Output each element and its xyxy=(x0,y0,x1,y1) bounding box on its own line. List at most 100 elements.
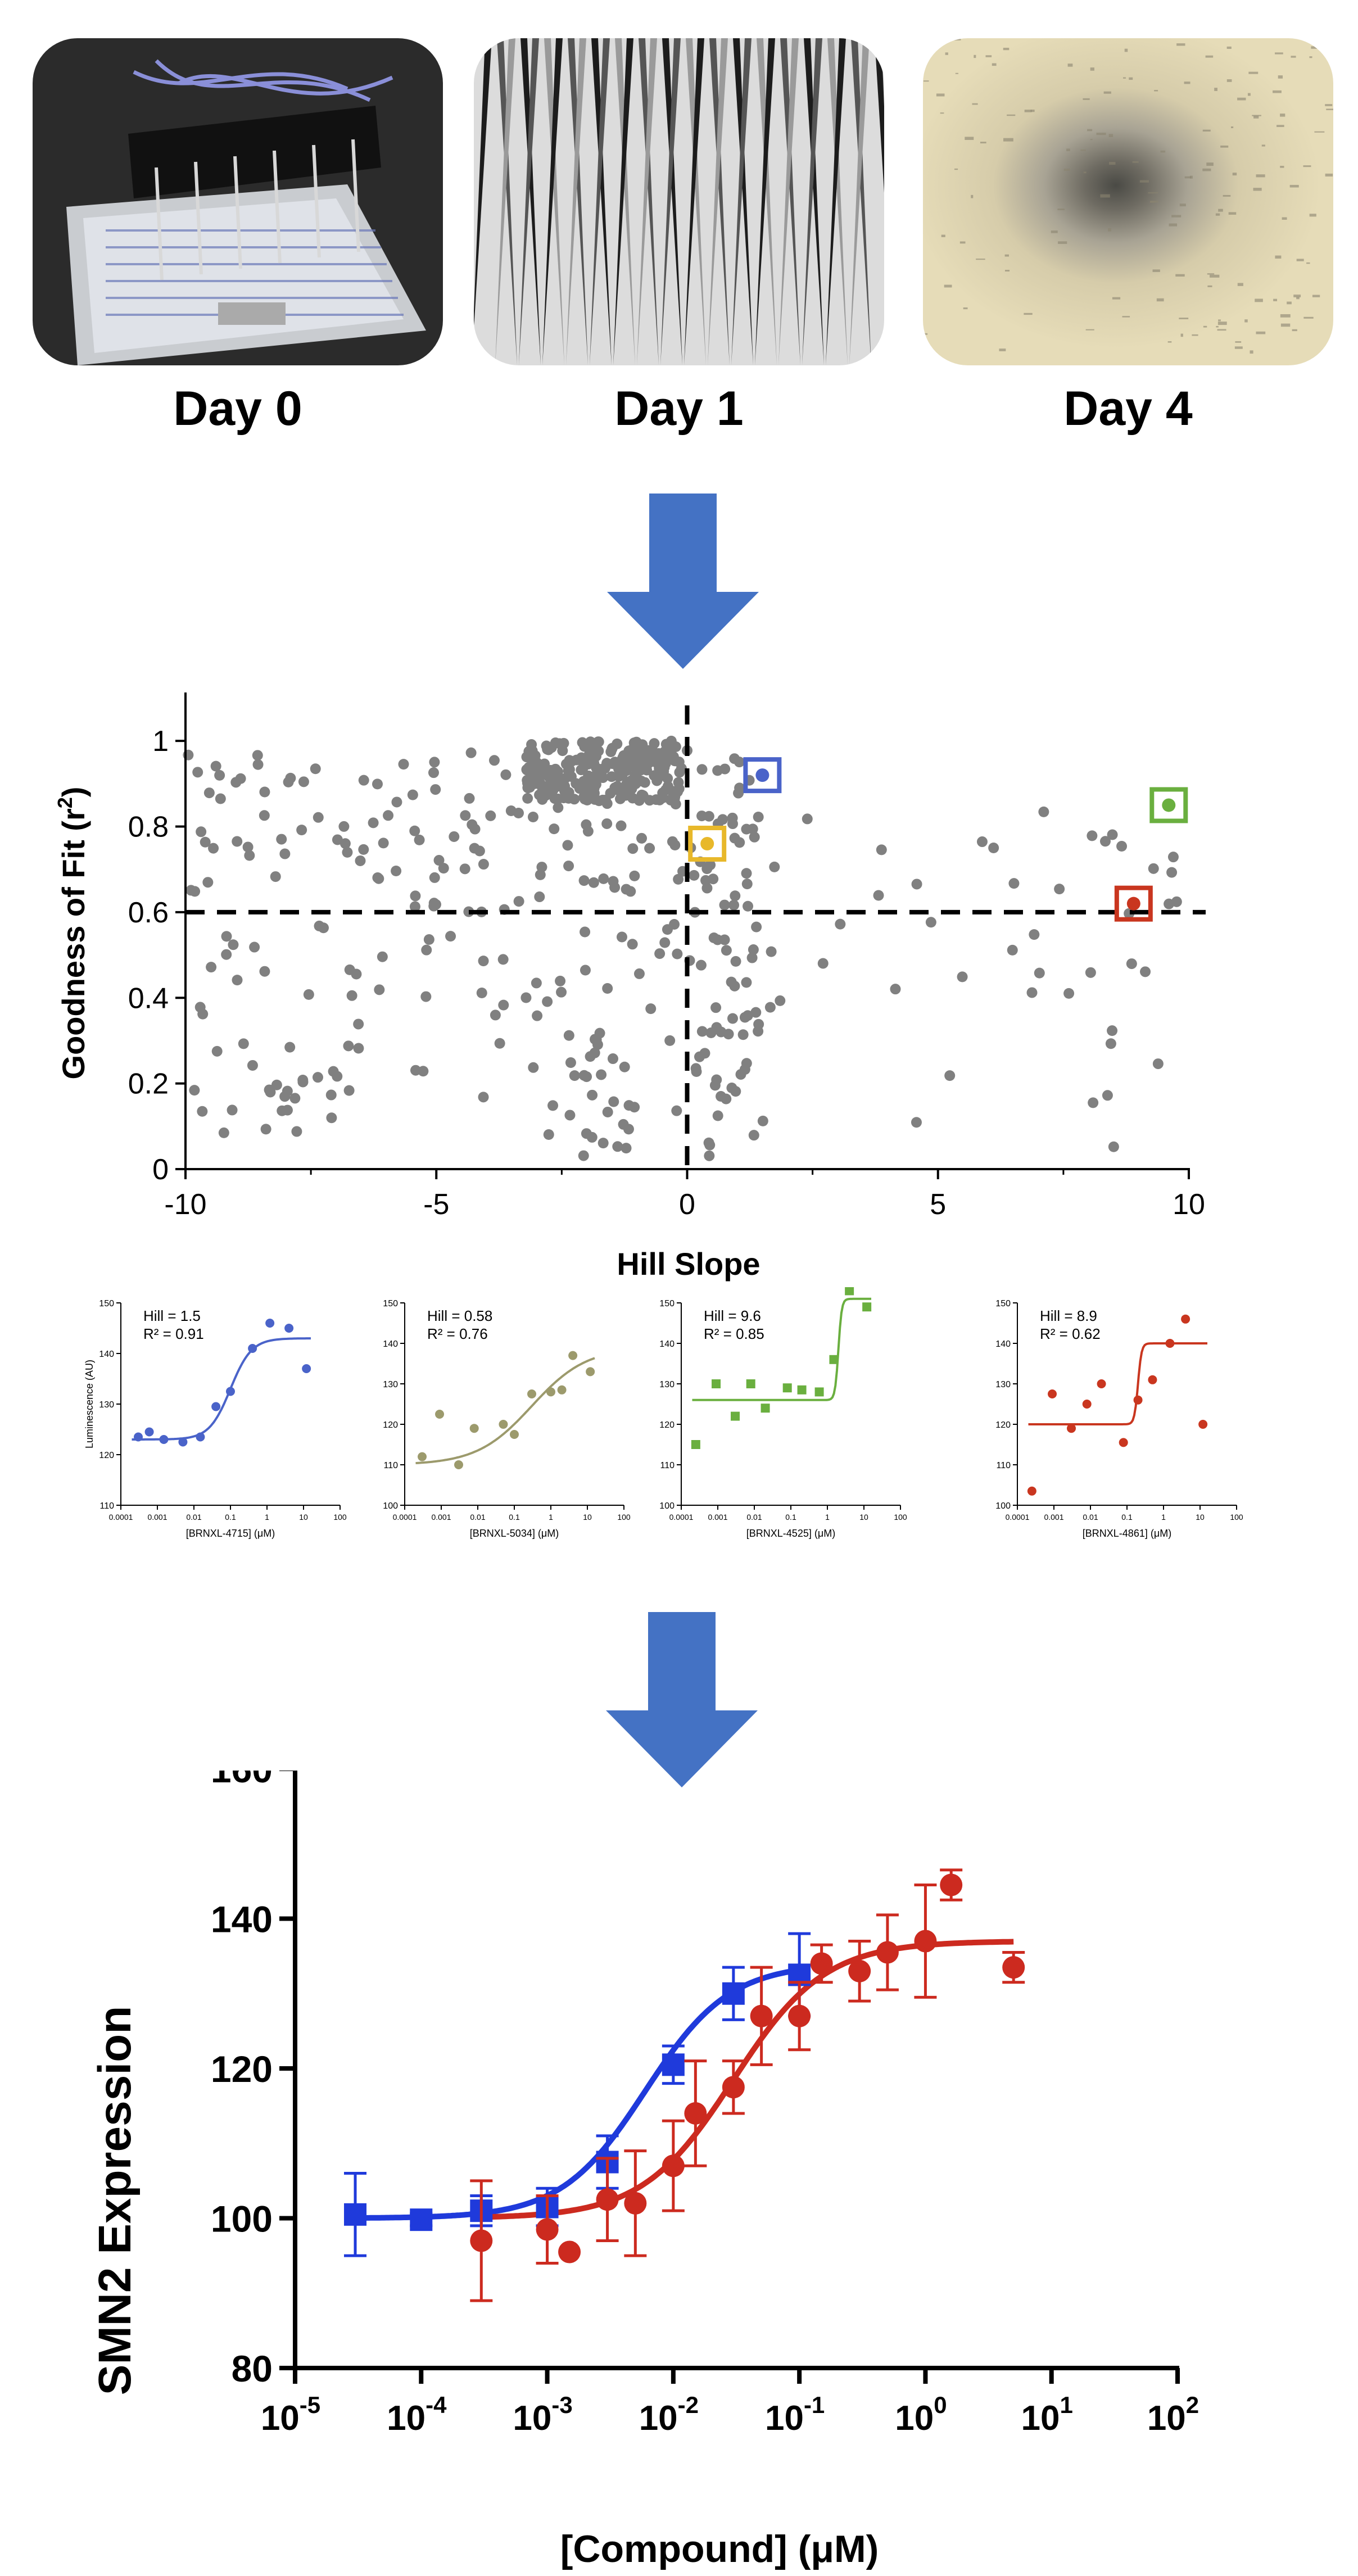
data-point xyxy=(478,1092,489,1103)
data-point xyxy=(586,1367,595,1377)
data-point xyxy=(644,843,655,854)
data-point xyxy=(1067,1424,1076,1433)
r2-annotation: R² = 0.91 xyxy=(143,1325,204,1342)
data-point xyxy=(664,1035,676,1046)
data-point xyxy=(746,952,758,963)
data-point xyxy=(633,968,645,979)
data-point xyxy=(711,1074,722,1085)
data-point xyxy=(423,934,434,945)
data-point xyxy=(469,843,480,854)
data-point xyxy=(734,782,745,794)
data-point xyxy=(797,1385,807,1395)
data-point xyxy=(547,1100,559,1111)
data-point xyxy=(494,1038,505,1049)
data-point xyxy=(788,2004,811,2027)
data-point xyxy=(553,766,564,777)
data-point xyxy=(303,989,314,1000)
data-point xyxy=(218,1127,229,1138)
data-point xyxy=(265,1319,275,1328)
y-axis-label: Luminescence (AU) xyxy=(84,1360,95,1448)
y-tick-label: 110 xyxy=(996,1461,1011,1470)
data-point xyxy=(749,831,760,843)
x-tick-label: -10 xyxy=(164,1188,206,1221)
data-point xyxy=(1007,944,1018,956)
data-point xyxy=(741,977,752,988)
x-tick-label: 10 xyxy=(299,1513,308,1522)
data-point xyxy=(750,1007,762,1018)
data-point xyxy=(414,834,425,845)
data-point xyxy=(829,1355,839,1364)
hill-slope-scatter-chart: -10 -5 0 5 10 0 0.2 0.4 0.6 0.8 1 Hill Slope Goodn… xyxy=(53,692,1206,1282)
data-point xyxy=(377,951,388,962)
data-point xyxy=(343,1040,354,1052)
data-point xyxy=(1126,958,1137,970)
data-point xyxy=(279,848,291,859)
data-point xyxy=(325,1089,337,1101)
data-point xyxy=(410,2208,433,2231)
data-point xyxy=(612,1141,623,1152)
data-point xyxy=(499,1420,508,1429)
data-point xyxy=(428,898,440,909)
data-point xyxy=(1107,1025,1118,1036)
x-tick-label: 0.001 xyxy=(708,1513,727,1522)
data-point xyxy=(704,1139,716,1151)
data-point xyxy=(976,836,988,848)
data-point xyxy=(729,980,740,992)
data-point xyxy=(1038,806,1049,817)
data-point xyxy=(259,966,270,977)
highlighted-point xyxy=(1162,798,1176,812)
data-point xyxy=(1108,1141,1119,1152)
data-point xyxy=(527,812,538,823)
x-tick-label: 10 xyxy=(859,1513,868,1522)
data-point xyxy=(814,1387,824,1397)
data-point xyxy=(606,744,617,755)
data-point xyxy=(766,946,777,957)
data-point xyxy=(641,755,653,767)
y-tick-label: 0 xyxy=(152,1153,169,1186)
data-point xyxy=(342,846,353,858)
data-point xyxy=(729,832,740,844)
data-point xyxy=(712,1110,723,1121)
x-tick-label: 0.1 xyxy=(785,1513,796,1522)
data-point xyxy=(445,931,456,942)
data-point xyxy=(505,805,517,817)
data-point xyxy=(372,778,383,790)
data-point xyxy=(817,958,829,969)
x-tick-label: 10-1 xyxy=(765,2392,825,2438)
data-point xyxy=(988,843,999,854)
data-point xyxy=(761,1404,770,1413)
data-point xyxy=(1181,1314,1190,1324)
y-tick-label: 0.8 xyxy=(128,811,169,844)
data-point xyxy=(228,939,239,950)
data-point xyxy=(248,1344,257,1353)
data-point xyxy=(596,2188,619,2211)
data-point xyxy=(297,1076,309,1088)
data-point xyxy=(636,832,648,844)
data-point xyxy=(536,763,547,775)
y-tick-label: 110 xyxy=(383,1461,398,1470)
x-axis-label: [Compound] (μM) xyxy=(560,2528,879,2570)
hill-annotation: Hill = 1.5 xyxy=(143,1307,201,1324)
data-point xyxy=(730,1086,741,1097)
data-point xyxy=(534,891,545,903)
data-point xyxy=(619,1061,630,1072)
x-tick-label: 102 xyxy=(1147,2392,1199,2438)
data-point xyxy=(769,861,780,872)
highlight-box xyxy=(1149,787,1188,823)
data-point xyxy=(587,1089,598,1101)
data-point xyxy=(653,748,664,759)
data-point xyxy=(619,753,630,764)
x-tick-label: 1 xyxy=(265,1513,269,1522)
data-point xyxy=(649,738,660,749)
data-point xyxy=(259,786,270,798)
data-point xyxy=(569,1070,580,1081)
data-point xyxy=(731,1411,740,1421)
data-point xyxy=(613,771,624,782)
data-point xyxy=(710,1002,722,1013)
data-point xyxy=(429,872,440,883)
data-point xyxy=(1148,863,1159,874)
x-tick-label: 0.001 xyxy=(147,1513,167,1522)
data-point xyxy=(546,1387,555,1397)
data-point xyxy=(1097,1379,1106,1388)
data-point xyxy=(914,1930,937,1953)
